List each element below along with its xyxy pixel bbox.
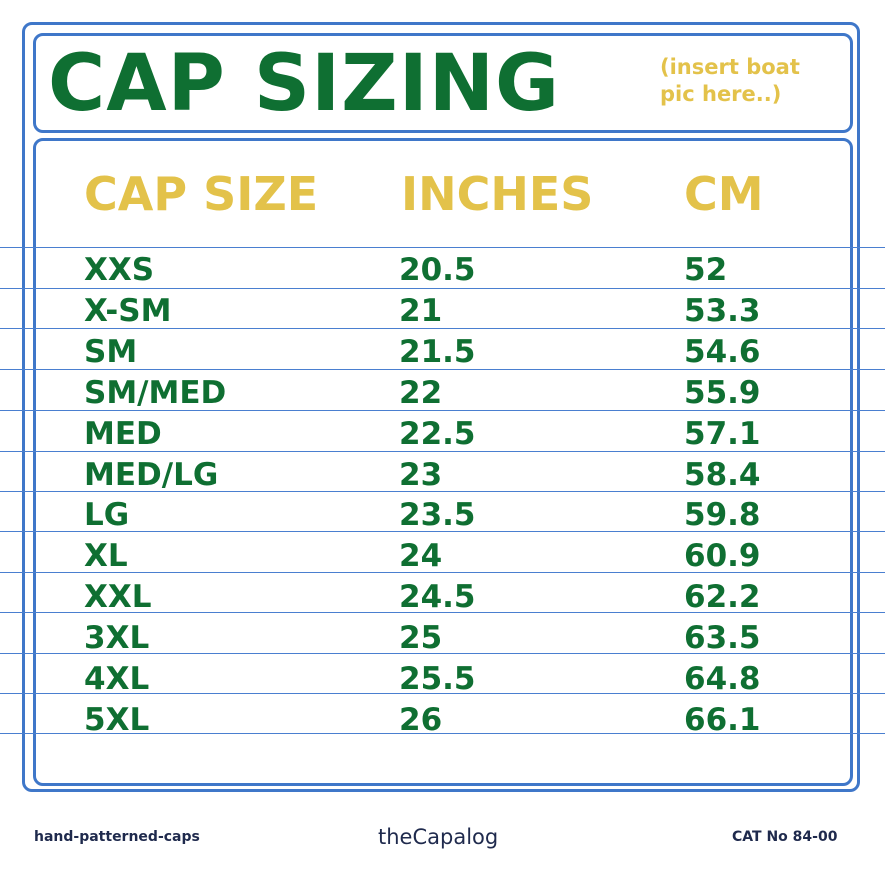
inches-cell: 20.5 <box>399 252 476 288</box>
inches-cell: 21.5 <box>399 333 476 370</box>
inches-cell: 23 <box>399 456 443 493</box>
ruled-line <box>0 410 885 411</box>
ruled-line <box>0 247 885 248</box>
cm-cell: 66.1 <box>684 701 761 738</box>
cm-cell: 59.8 <box>684 497 761 534</box>
cm-cell: 62.2 <box>684 579 761 616</box>
cm-cell: 52 <box>684 252 728 288</box>
cap-size-cell: MED/LG <box>84 456 219 493</box>
cap-size-cell: XXS <box>84 252 155 288</box>
page-title: CAP SIZING <box>48 39 561 129</box>
cap-size-cell: XL <box>84 538 128 575</box>
column-header-cm: CM <box>684 167 764 221</box>
ruled-line <box>0 693 885 694</box>
cap-size-cell: LG <box>84 497 130 534</box>
cm-cell: 53.3 <box>684 292 761 329</box>
inches-cell: 22 <box>399 374 443 411</box>
cm-cell: 63.5 <box>684 620 761 657</box>
inches-cell: 23.5 <box>399 497 476 534</box>
footer-brand: theCapalog <box>378 825 499 849</box>
cap-size-cell: 5XL <box>84 701 150 738</box>
column-header-cap-size: CAP SIZE <box>84 167 319 221</box>
inches-cell: 26 <box>399 701 443 738</box>
note-line: pic here..) <box>660 82 782 106</box>
cm-cell: 57.1 <box>684 415 761 452</box>
cm-cell: 60.9 <box>684 538 761 575</box>
ruled-line <box>0 328 885 329</box>
title-banner <box>33 33 853 133</box>
ruled-line <box>0 369 885 370</box>
cm-cell: 54.6 <box>684 333 761 370</box>
ruled-line <box>0 531 885 532</box>
ruled-line <box>0 491 885 492</box>
inches-cell: 25 <box>399 620 443 657</box>
note-line: (insert boat <box>660 55 800 79</box>
footer-tagline: hand-patterned-caps <box>34 829 200 845</box>
inches-cell: 24.5 <box>399 579 476 616</box>
inches-cell: 24 <box>399 538 443 575</box>
inches-cell: 25.5 <box>399 661 476 697</box>
ruled-line <box>0 572 885 573</box>
cap-size-cell: XXL <box>84 579 152 616</box>
cm-cell: 55.9 <box>684 374 761 411</box>
cap-size-cell: 3XL <box>84 620 150 657</box>
ruled-line <box>0 653 885 654</box>
cap-size-cell: MED <box>84 415 162 452</box>
ruled-line <box>0 451 885 452</box>
cm-cell: 58.4 <box>684 456 761 493</box>
cap-size-cell: 4XL <box>84 661 150 697</box>
inches-cell: 22.5 <box>399 415 476 452</box>
cap-size-cell: X-SM <box>84 292 172 329</box>
ruled-line <box>0 733 885 734</box>
cap-size-cell: SM/MED <box>84 374 227 411</box>
ruled-line <box>0 288 885 289</box>
cm-cell: 64.8 <box>684 661 761 697</box>
column-header-inches: INCHES <box>401 167 594 221</box>
ruled-line <box>0 612 885 613</box>
inches-cell: 21 <box>399 292 443 329</box>
sizing-card-frame <box>22 22 860 792</box>
image-placeholder-note: (insert boat pic here..) <box>660 54 830 108</box>
size-table-panel <box>33 138 853 786</box>
cap-size-cell: SM <box>84 333 138 370</box>
footer-catalog-number: CAT No 84-00 <box>732 829 838 845</box>
